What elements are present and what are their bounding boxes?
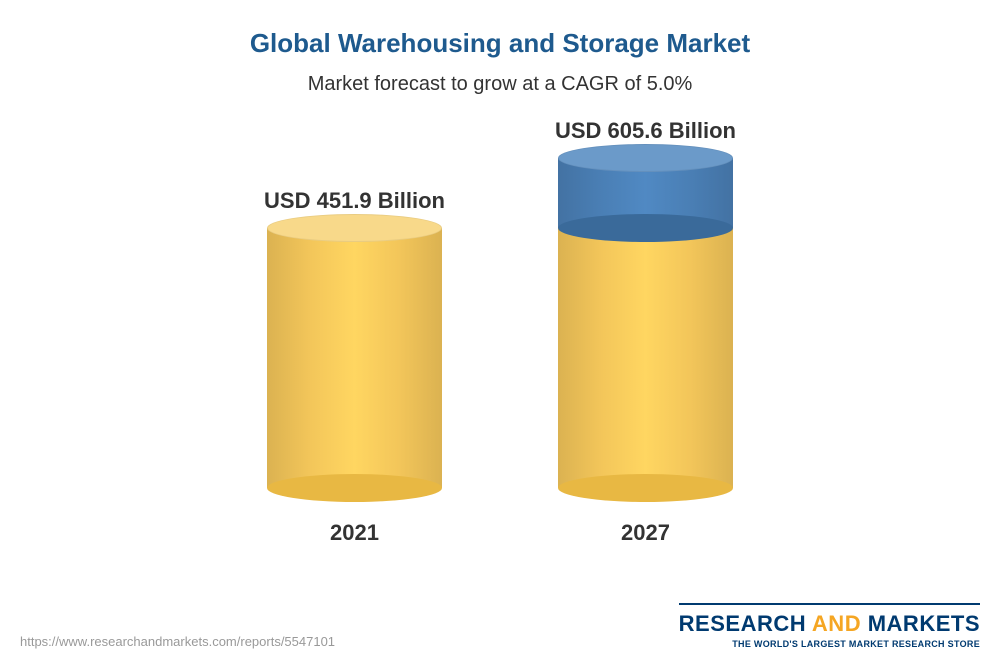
source-url: https://www.researchandmarkets.com/repor…	[20, 634, 335, 649]
cylinder-2027: USD 605.6 Billion 2027	[555, 118, 736, 546]
value-label-2021: USD 451.9 Billion	[264, 188, 445, 214]
brand-name: RESEARCH AND MARKETS	[679, 611, 980, 637]
year-label-2027: 2027	[621, 520, 670, 546]
chart-area: USD 451.9 Billion 2021 USD 605.6 Billion	[264, 126, 736, 546]
brand-block: RESEARCH AND MARKETS THE WORLD'S LARGEST…	[679, 603, 980, 649]
footer: https://www.researchandmarkets.com/repor…	[0, 591, 1000, 667]
chart-container: Global Warehousing and Storage Market Ma…	[0, 0, 1000, 667]
brand-word-2: AND	[812, 611, 861, 636]
cylinder-body-2021	[267, 228, 442, 488]
brand-word-3: MARKETS	[868, 611, 980, 636]
chart-title: Global Warehousing and Storage Market	[250, 28, 750, 59]
year-label-2021: 2021	[330, 520, 379, 546]
brand-word-1: RESEARCH	[679, 611, 806, 636]
cylinder-2021: USD 451.9 Billion 2021	[264, 188, 445, 546]
value-label-2027: USD 605.6 Billion	[555, 118, 736, 144]
cylinder-body-2027	[558, 158, 733, 488]
chart-subtitle: Market forecast to grow at a CAGR of 5.0…	[308, 73, 693, 96]
brand-tagline: THE WORLD'S LARGEST MARKET RESEARCH STOR…	[679, 639, 980, 649]
